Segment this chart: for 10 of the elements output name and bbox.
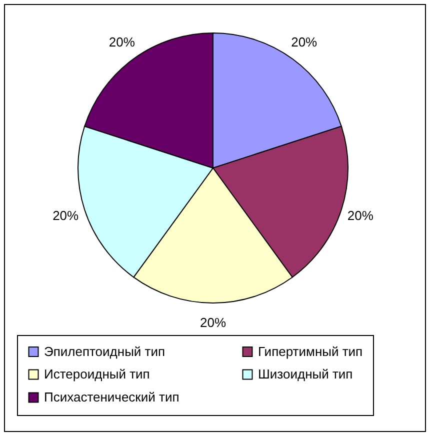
data-label: 20% bbox=[108, 34, 136, 50]
data-label: 20% bbox=[347, 208, 374, 223]
legend-label: Гипертимный тип bbox=[258, 344, 363, 359]
data-label: 20% bbox=[200, 315, 226, 330]
data-label: 20% bbox=[52, 208, 80, 223]
legend-label: Шизоидный тип bbox=[258, 366, 353, 382]
data-label: 20% bbox=[291, 34, 318, 50]
legend-label: Истероидный тип bbox=[44, 366, 150, 382]
legend-label: Психастенический тип bbox=[44, 390, 180, 404]
legend-label: Эпилептоидный тип bbox=[44, 344, 166, 359]
